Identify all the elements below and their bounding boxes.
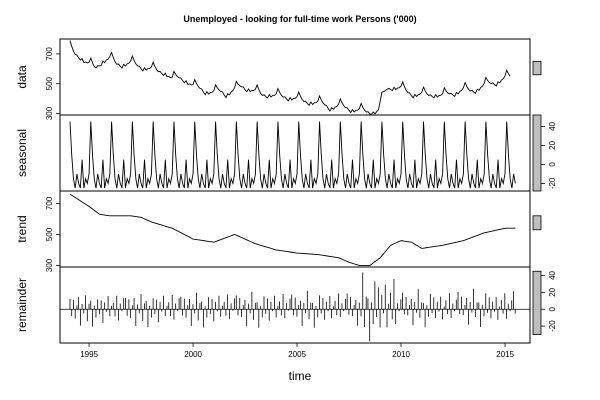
panel-frame: [59, 38, 531, 116]
panel-seasonal: seasonal -20 0 20 40: [15, 114, 557, 192]
panel-label-remainder: remainder: [15, 278, 29, 332]
y-tick-label: 700: [45, 47, 54, 61]
y-tick-label: 40: [548, 270, 557, 279]
y-tick-label: 0: [548, 162, 557, 167]
y-tick-label: 700: [45, 196, 54, 210]
seasonal-series-line: [69, 121, 516, 189]
y-tick-label: 0: [548, 306, 557, 311]
panel-label-trend: trend: [15, 215, 29, 242]
x-tick-label: 1995: [80, 350, 98, 359]
y-tick-label: 500: [45, 76, 54, 90]
panel-data: data 300 500 700: [15, 38, 542, 120]
y-tick-label: -20: [548, 320, 557, 332]
y-tick-label: 500: [45, 227, 54, 241]
x-tick-label: 2010: [392, 350, 410, 359]
y-tick-label: 40: [548, 121, 557, 130]
panel-frame: [59, 190, 531, 268]
scale-bar: [532, 215, 542, 231]
panel-label-seasonal: seasonal: [15, 129, 29, 177]
y-tick-label: -20: [548, 177, 557, 189]
trend-series-line: [69, 193, 516, 266]
panels-group: data 300 500 700 seasonal -20 0 20 40 trend 300 500…: [15, 38, 557, 344]
chart-title: Unemployed - looking for full-time work …: [183, 14, 416, 24]
scale-bar: [532, 114, 542, 192]
y-tick-label: 300: [45, 258, 54, 272]
scale-bar: [532, 270, 542, 335]
panel-trend: trend 300 500 700: [15, 190, 542, 272]
scale-bar: [532, 60, 542, 76]
data-series-line: [69, 40, 511, 115]
x-axis: 1995 2000 2005 2010 2015: [80, 343, 514, 359]
panel-remainder: remainder -20 0 20 40: [15, 266, 557, 344]
y-tick-label: 300: [45, 106, 54, 120]
x-tick-label: 2015: [496, 350, 514, 359]
x-tick-label: 2005: [288, 350, 306, 359]
y-tick-label: 20: [548, 140, 557, 149]
x-axis-title: time: [289, 369, 312, 383]
panel-frame: [59, 266, 531, 344]
x-tick-label: 2000: [184, 350, 202, 359]
panel-label-data: data: [15, 65, 29, 89]
y-tick-label: 20: [548, 287, 557, 296]
